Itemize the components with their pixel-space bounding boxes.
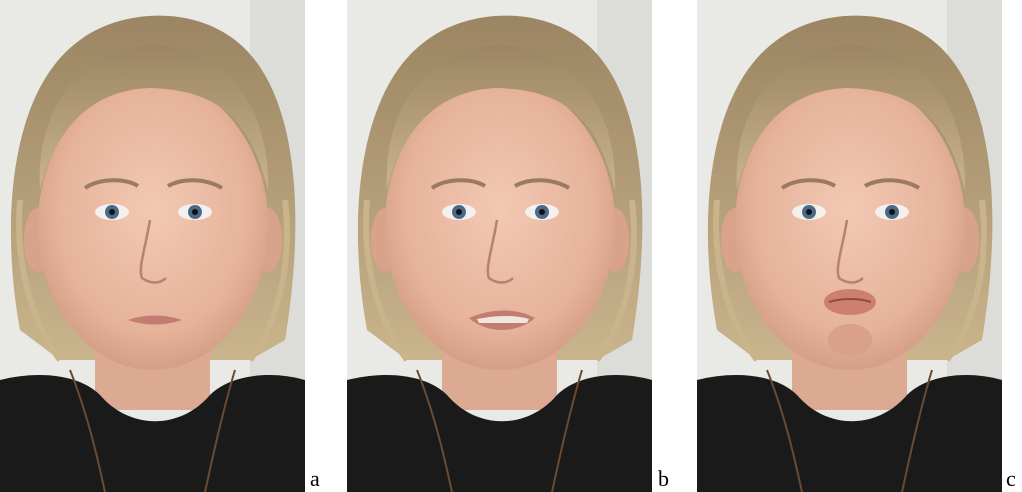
page: a b c (() => { const data = JSON.parse(d… — [0, 0, 1022, 492]
panel-label: b — [658, 466, 669, 491]
figure: a b c — [0, 0, 1022, 492]
photo-c — [697, 0, 1002, 492]
photo-b — [347, 0, 652, 492]
panel-label: a — [310, 466, 320, 491]
photo-a — [0, 0, 305, 492]
panel-label: c — [1006, 466, 1016, 491]
